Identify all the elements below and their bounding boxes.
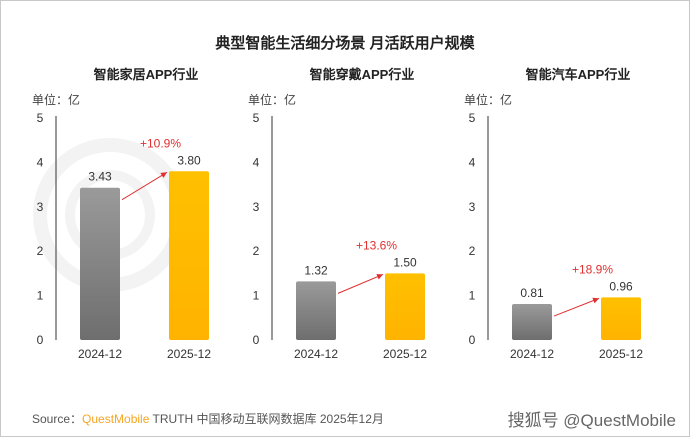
source-note: Source：QuestMobile TRUTH 中国移动互联网数据库 2025…: [32, 410, 384, 427]
x-tick-label: 2025-12: [167, 347, 211, 361]
source-text: TRUTH 中国移动互联网数据库 2025年12月: [152, 412, 384, 426]
growth-label: +10.9%: [140, 136, 181, 150]
growth-label: +18.9%: [572, 262, 613, 276]
panel-title: 智能穿戴APP行业: [310, 67, 415, 82]
y-tick-label: 0: [253, 333, 260, 347]
bar-2024-12: [296, 281, 336, 340]
bar-2024-12: [80, 187, 120, 340]
y-tick-label: 4: [469, 155, 476, 169]
y-tick-label: 2: [469, 244, 476, 258]
y-tick-label: 4: [37, 155, 44, 169]
y-tick-label: 5: [37, 111, 44, 125]
value-label: 0.96: [609, 279, 633, 293]
value-label: 0.81: [520, 286, 544, 300]
panel-title: 智能家居APP行业: [94, 67, 199, 82]
growth-label: +13.6%: [356, 238, 397, 252]
y-tick-label: 1: [37, 289, 44, 303]
y-tick-label: 2: [253, 244, 260, 258]
growth-arrow: [553, 297, 600, 317]
x-tick-label: 2024-12: [510, 347, 554, 361]
y-tick-label: 5: [253, 111, 260, 125]
y-tick-label: 3: [253, 200, 260, 214]
y-tick-label: 3: [37, 200, 44, 214]
unit-label: 单位：亿: [464, 92, 512, 107]
bar-2025-12: [601, 297, 641, 340]
growth-arrow: [337, 273, 384, 294]
x-tick-label: 2025-12: [599, 347, 643, 361]
value-label: 1.32: [304, 263, 328, 277]
unit-label: 单位：亿: [32, 92, 80, 107]
y-tick-label: 3: [469, 200, 476, 214]
growth-arrow: [121, 171, 168, 201]
value-label: 1.50: [393, 255, 417, 269]
x-tick-label: 2025-12: [383, 347, 427, 361]
y-tick-label: 1: [253, 289, 260, 303]
bar-2025-12: [385, 273, 425, 340]
y-tick-label: 5: [469, 111, 476, 125]
unit-label: 单位：亿: [248, 92, 296, 107]
source-label: Source：: [32, 412, 83, 426]
x-tick-label: 2024-12: [294, 347, 338, 361]
value-label: 3.43: [88, 170, 112, 184]
y-tick-label: 0: [37, 333, 44, 347]
bar-2025-12: [169, 171, 209, 340]
x-tick-label: 2024-12: [78, 347, 122, 361]
source-brand: QuestMobile: [82, 412, 150, 426]
main-title: 典型智能生活细分场景 月活跃用户规模: [215, 34, 475, 52]
y-tick-label: 0: [469, 333, 476, 347]
y-tick-label: 4: [253, 155, 260, 169]
sohu-watermark: 搜狐号 @QuestMobile: [507, 411, 676, 430]
bar-2024-12: [512, 304, 552, 340]
value-label: 3.80: [177, 153, 201, 167]
panel-title: 智能汽车APP行业: [526, 67, 631, 82]
y-tick-label: 1: [469, 289, 476, 303]
y-tick-label: 2: [37, 244, 44, 258]
